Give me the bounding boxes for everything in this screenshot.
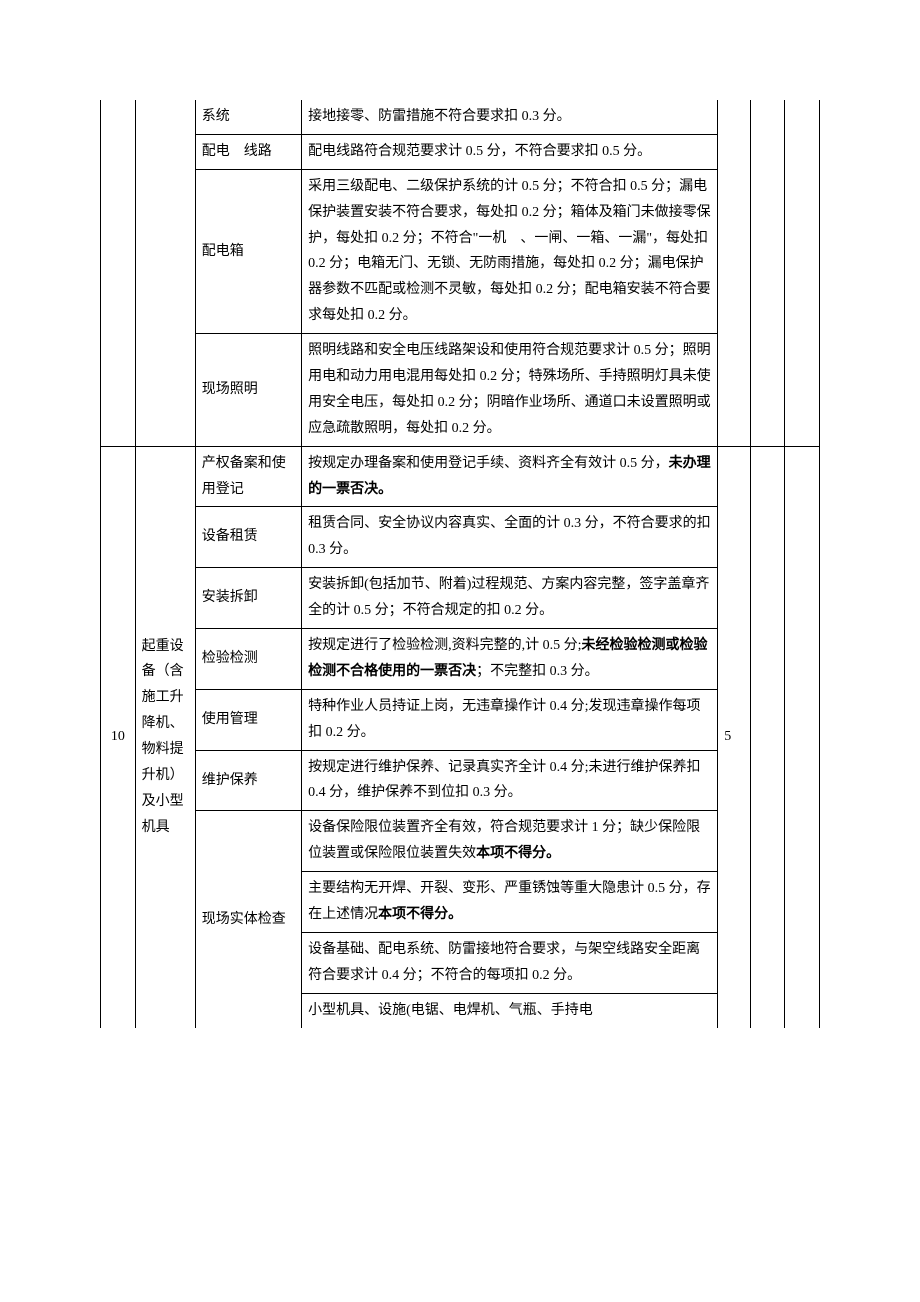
- cell-item: 系统: [195, 100, 301, 134]
- text: 主要结构无开焊、开裂、变形、严重锈蚀等重大隐患计 0.5 分，存在上述情况: [308, 881, 711, 922]
- table-row: 配电箱 采用三级配电、二级保护系统的计 0.5 分；不符合扣 0.5 分；漏电保…: [101, 169, 820, 333]
- table-row: 10 起重设备（含施工升降机、物料提升机）及小型机具 产权备案和使用登记 按规定…: [101, 446, 820, 507]
- cell-score: 5: [718, 446, 750, 1027]
- cell-item: 使用管理: [195, 689, 301, 750]
- bold-text: 本项不得分。: [476, 846, 560, 861]
- cell-desc: 设备基础、配电系统、防雷接地符合要求，与架空线路安全距离符合要求计 0.4 分；…: [302, 932, 718, 993]
- cell-item: 设备租赁: [195, 507, 301, 568]
- cell-desc: 按规定办理备案和使用登记手续、资料齐全有效计 0.5 分，未办理的一票否决。: [302, 446, 718, 507]
- cell-empty: [785, 446, 820, 1027]
- text: 按规定办理备案和使用登记手续、资料齐全有效计 0.5 分，: [308, 456, 669, 471]
- cell-desc: 按规定进行了检验检测,资料完整的,计 0.5 分;未经检验检测或检验检测不合格使…: [302, 629, 718, 690]
- cell-score-prev: [718, 100, 750, 446]
- cell-empty: [785, 100, 820, 446]
- table-row: 现场实体检查 设备保险限位装置齐全有效，符合规范要求计 1 分；缺少保险限位装置…: [101, 811, 820, 872]
- cell-num-prev: [101, 100, 136, 446]
- cell-desc: 安装拆卸(包括加节、附着)过程规范、方案内容完整，签字盖章齐全的计 0.5 分；…: [302, 568, 718, 629]
- text: 按规定进行了检验检测,资料完整的,计 0.5 分;: [308, 638, 581, 653]
- cell-cat-prev: [135, 100, 195, 446]
- cell-cat: 起重设备（含施工升降机、物料提升机）及小型机具: [135, 446, 195, 1027]
- cell-item: 维护保养: [195, 750, 301, 811]
- table-row: 维护保养 按规定进行维护保养、记录真实齐全计 0.4 分;未进行维护保养扣 0.…: [101, 750, 820, 811]
- cell-item: 安装拆卸: [195, 568, 301, 629]
- table-row: 现场照明 照明线路和安全电压线路架设和使用符合规范要求计 0.5 分；照明用电和…: [101, 334, 820, 447]
- cell-num: 10: [101, 446, 136, 1027]
- bold-text: 本项不得分。: [378, 907, 462, 922]
- cell-desc: 设备保险限位装置齐全有效，符合规范要求计 1 分；缺少保险限位装置或保险限位装置…: [302, 811, 718, 872]
- cell-item: 现场照明: [195, 334, 301, 447]
- cell-desc: 特种作业人员持证上岗，无违章操作计 0.4 分;发现违章操作每项扣 0.2 分。: [302, 689, 718, 750]
- cell-desc: 采用三级配电、二级保护系统的计 0.5 分；不符合扣 0.5 分；漏电保护装置安…: [302, 169, 718, 333]
- cell-desc: 配电线路符合规范要求计 0.5 分，不符合要求扣 0.5 分。: [302, 134, 718, 169]
- table-row: 设备租赁 租赁合同、安全协议内容真实、全面的计 0.3 分，不符合要求的扣 0.…: [101, 507, 820, 568]
- assessment-table: 系统 接地接零、防雷措施不符合要求扣 0.3 分。 配电 线路 配电线路符合规范…: [100, 100, 820, 1028]
- cell-item: 产权备案和使用登记: [195, 446, 301, 507]
- cell-desc: 主要结构无开焊、开裂、变形、严重锈蚀等重大隐患计 0.5 分，存在上述情况本项不…: [302, 872, 718, 933]
- cell-desc: 租赁合同、安全协议内容真实、全面的计 0.3 分，不符合要求的扣 0.3 分。: [302, 507, 718, 568]
- table-row: 使用管理 特种作业人员持证上岗，无违章操作计 0.4 分;发现违章操作每项扣 0…: [101, 689, 820, 750]
- cell-item: 配电箱: [195, 169, 301, 333]
- cell-desc: 接地接零、防雷措施不符合要求扣 0.3 分。: [302, 100, 718, 134]
- cell-item: 现场实体检查: [195, 811, 301, 1028]
- table-row: 配电 线路 配电线路符合规范要求计 0.5 分，不符合要求扣 0.5 分。: [101, 134, 820, 169]
- cell-item: 检验检测: [195, 629, 301, 690]
- cell-desc: 照明线路和安全电压线路架设和使用符合规范要求计 0.5 分；照明用电和动力用电混…: [302, 334, 718, 447]
- table-row: 检验检测 按规定进行了检验检测,资料完整的,计 0.5 分;未经检验检测或检验检…: [101, 629, 820, 690]
- cell-desc: 小型机具、设施(电锯、电焊机、气瓶、手持电: [302, 993, 718, 1027]
- cell-empty: [750, 100, 785, 446]
- table-row: 系统 接地接零、防雷措施不符合要求扣 0.3 分。: [101, 100, 820, 134]
- table-row: 安装拆卸 安装拆卸(包括加节、附着)过程规范、方案内容完整，签字盖章齐全的计 0…: [101, 568, 820, 629]
- cell-empty: [750, 446, 785, 1027]
- cell-desc: 按规定进行维护保养、记录真实齐全计 0.4 分;未进行维护保养扣 0.4 分，维…: [302, 750, 718, 811]
- cell-item: 配电 线路: [195, 134, 301, 169]
- text: ；不完整扣 0.3 分。: [476, 664, 599, 679]
